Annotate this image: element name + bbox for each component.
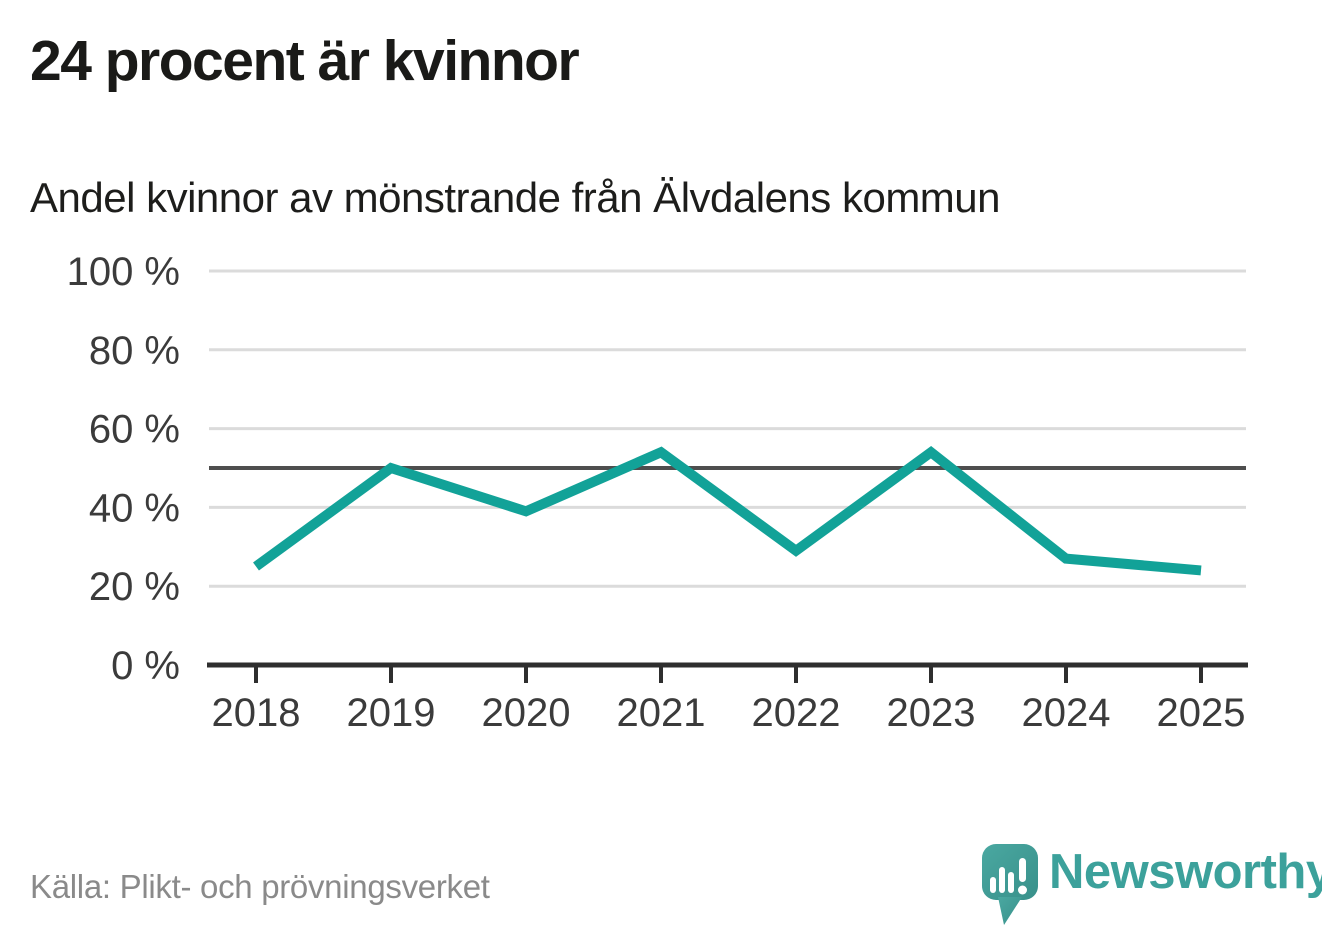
- newsworthy-wordmark: Newsworthy: [1049, 845, 1322, 899]
- y-axis-tick-label: 100 %: [67, 250, 180, 294]
- logo-bar-chart-icon: [990, 867, 1014, 893]
- logo-exclamation-icon: [1018, 858, 1027, 895]
- x-axis-tick-label: 2020: [482, 691, 571, 735]
- y-axis-tick-label: 60 %: [89, 408, 180, 452]
- y-axis-tick-label: 40 %: [89, 486, 180, 530]
- chart-subtitle: Andel kvinnor av mönstrande från Älvdale…: [30, 174, 1001, 221]
- chart-title: 24 procent är kvinnor: [30, 29, 580, 93]
- y-axis-tick-label: 20 %: [89, 565, 180, 609]
- newsworthy-logo: Newsworthy: [981, 843, 1322, 927]
- x-axis-tick-label: 2023: [887, 691, 976, 735]
- x-axis-tick-label: 2019: [347, 691, 436, 735]
- logo-bubble-tail: [998, 897, 1022, 925]
- x-axis-tick-label: 2024: [1022, 691, 1111, 735]
- x-axis-tick-label: 2025: [1157, 691, 1246, 735]
- y-axis-tick-label: 0 %: [111, 644, 180, 688]
- data-line: [253, 445, 1202, 576]
- x-axis-tick-label: 2018: [212, 691, 301, 735]
- source-note: Källa: Plikt- och prövningsverket: [30, 868, 490, 905]
- x-axis-tick-label: 2021: [617, 691, 706, 735]
- y-axis-tick-label: 80 %: [89, 329, 180, 373]
- x-axis-tick-label: 2022: [752, 691, 841, 735]
- newsworthy-logo-icon: [982, 844, 1038, 925]
